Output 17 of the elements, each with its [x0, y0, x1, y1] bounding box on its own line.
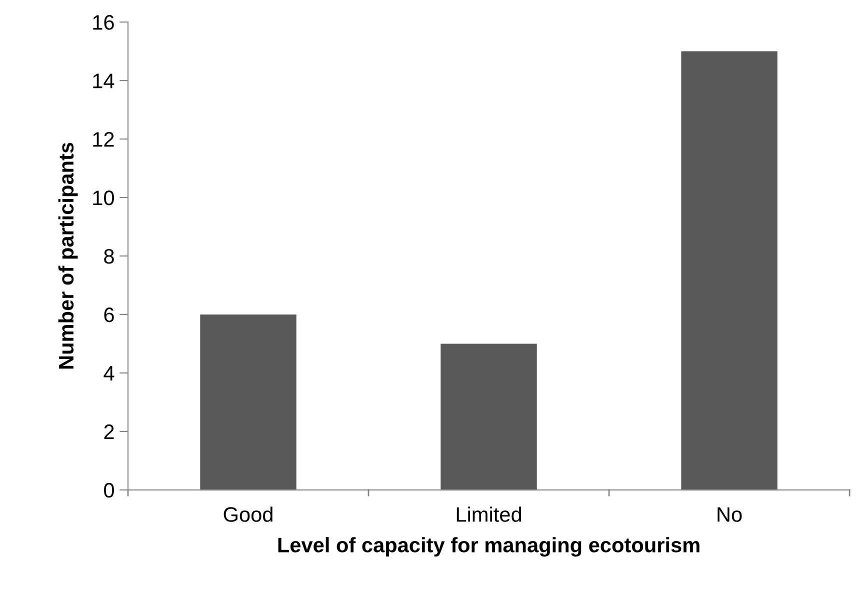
y-tick-label: 0	[104, 482, 114, 498]
x-tick-label: Limited	[456, 506, 522, 522]
y-tick-label: 6	[104, 307, 114, 322]
y-axis-title: Number of participants	[58, 142, 78, 369]
bar	[440, 344, 537, 490]
x-tick-label: Good	[224, 506, 272, 522]
y-tick-label: 16	[93, 15, 114, 30]
x-tick-label: No	[718, 507, 742, 522]
bar	[681, 51, 778, 490]
y-tick-label: 14	[93, 74, 114, 88]
y-tick-label: 4	[104, 366, 114, 380]
y-tick-label: 12	[93, 132, 114, 147]
y-tick-label: 8	[104, 248, 114, 264]
bar	[200, 314, 296, 490]
y-tick-label: 2	[104, 424, 114, 439]
x-axis-title: Level of capacity for managing ecotourism	[278, 537, 700, 557]
y-tick-label: 10	[93, 190, 114, 206]
